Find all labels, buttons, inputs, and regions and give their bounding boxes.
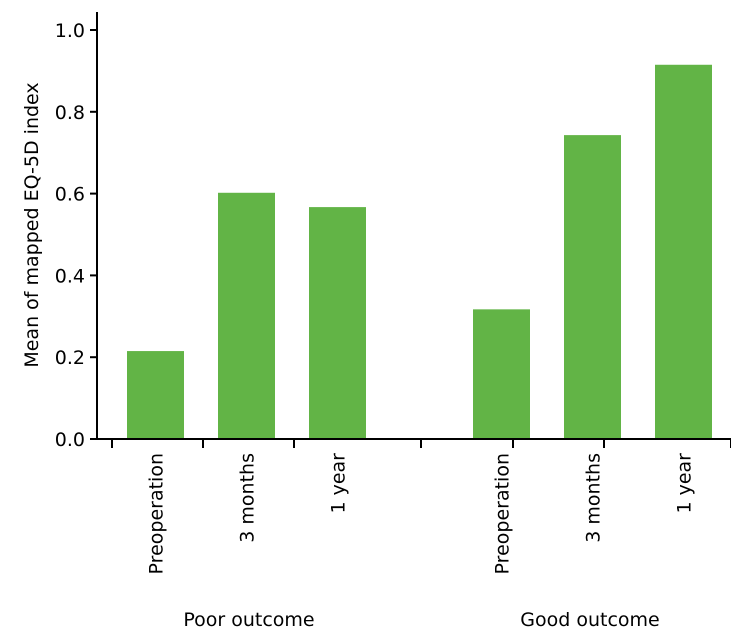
y-tick-label: 1.0 (55, 20, 85, 42)
bar (218, 193, 275, 439)
group-labels: Poor outcome Good outcome (183, 609, 659, 631)
x-axis (97, 439, 731, 448)
y-tick-label: 0.0 (55, 429, 85, 451)
bar (309, 207, 366, 439)
y-tick-label: 0.6 (55, 184, 85, 206)
x-category-labels: Preoperation 3 months 1 year Preoperation 3 … (146, 453, 696, 575)
y-axis-title: Mean of mapped EQ-5D index (21, 82, 43, 367)
y-tick-label: 0.4 (55, 265, 85, 287)
x-category-label: Preoperation (492, 453, 514, 574)
bar (655, 65, 712, 439)
y-tick-label: 0.8 (55, 102, 85, 124)
bars-layer (127, 65, 712, 439)
group-label: Good outcome (520, 609, 659, 631)
x-category-label: 3 months (237, 453, 259, 543)
x-category-label: 3 months (583, 453, 605, 543)
y-axis: 0.0 0.2 0.4 0.6 0.8 1.0 (55, 12, 97, 451)
group-label: Poor outcome (183, 609, 314, 631)
bar (473, 309, 530, 439)
x-category-label: 1 year (674, 453, 696, 514)
bar (564, 135, 621, 439)
bar (127, 351, 184, 439)
y-tick-label: 0.2 (55, 347, 85, 369)
x-category-label: 1 year (328, 453, 350, 514)
x-category-label: Preoperation (146, 453, 168, 574)
